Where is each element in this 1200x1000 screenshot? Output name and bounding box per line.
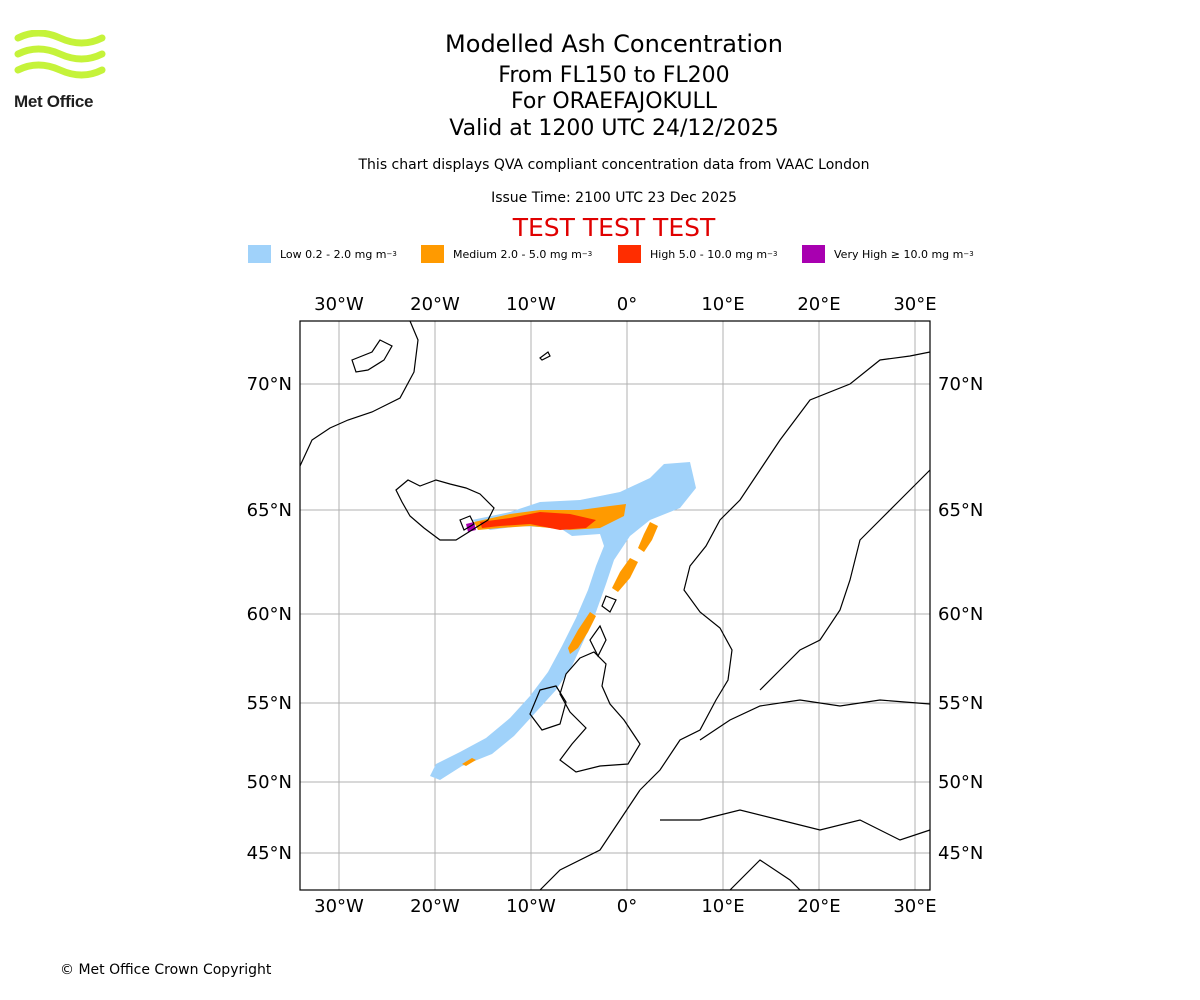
bottom-lon-label: 20°E (797, 896, 840, 917)
met-office-logo: Met Office (14, 30, 109, 112)
legend-item-very-high: Very High ≥ 10.0 mg m −3 (802, 244, 974, 264)
ash-medium-patch-1 (638, 522, 658, 552)
right-lat-label: 65°N (938, 500, 983, 521)
bottom-lon-label: 10°W (506, 896, 556, 917)
valid-time: Valid at 1200 UTC 24/12/2025 (449, 116, 779, 141)
ash-medium-patch-4 (462, 758, 476, 766)
ireland-coast (529, 685, 567, 731)
copyright-notice: © Met Office Crown Copyright (60, 962, 272, 978)
met-office-wave-icon (14, 30, 106, 79)
great-britain-coast (559, 651, 641, 773)
test-banner: TEST TEST TEST (512, 213, 716, 242)
ash-medium-patch-2 (612, 558, 638, 592)
logo-text: Met Office (14, 92, 94, 111)
top-lon-label: 20°E (797, 294, 840, 315)
baltic-coast (759, 469, 931, 691)
shetland (601, 595, 617, 613)
top-lon-label: 30°W (314, 294, 364, 315)
left-lat-label: 50°N (247, 772, 292, 793)
legend-swatch-low (248, 245, 271, 263)
central-europe-borders (660, 809, 931, 841)
legend-label-medium: Medium 2.0 - 5.0 mg m (453, 247, 582, 261)
top-lon-label: 10°E (701, 294, 744, 315)
bottom-lon-label: 30°E (893, 896, 936, 917)
top-lon-labels: 30°W 20°W 10°W 0° 10°E 20°E 30°E (314, 294, 936, 315)
legend-swatch-very-high (802, 245, 825, 263)
germany-poland-border (699, 699, 931, 741)
graticule (300, 321, 930, 890)
left-lat-label: 65°N (247, 500, 292, 521)
left-lat-label: 70°N (247, 374, 292, 395)
continental-coast-north (639, 351, 931, 791)
legend-item-low: Low 0.2 - 2.0 mg m −3 (248, 244, 397, 264)
flight-level-range: From FL150 to FL200 (498, 63, 730, 88)
bottom-lon-labels: 30°W 20°W 10°W 0° 10°E 20°E 30°E (314, 896, 936, 917)
volcano-marker-outline (459, 515, 475, 531)
biscay-coast (539, 789, 641, 891)
top-lon-label: 0° (617, 294, 637, 315)
legend-label-very-high: Very High ≥ 10.0 mg m (834, 247, 964, 261)
ash-high-region (480, 512, 596, 530)
adriatic-coast (729, 859, 801, 891)
bottom-lon-label: 10°E (701, 896, 744, 917)
volcano-name: For ORAEFAJOKULL (511, 89, 717, 114)
right-lat-label: 45°N (938, 843, 983, 864)
legend-exponent: −3 (963, 250, 974, 258)
map-frame (299, 320, 931, 891)
top-lon-label: 20°W (410, 294, 460, 315)
ash-medium-patch-3 (568, 612, 596, 654)
greenland-island (351, 339, 393, 373)
right-lat-label: 55°N (938, 693, 983, 714)
issue-time: Issue Time: 2100 UTC 23 Dec 2025 (491, 190, 737, 206)
legend-label-low: Low 0.2 - 2.0 mg m (280, 247, 387, 261)
left-lat-label: 60°N (247, 604, 292, 625)
left-lat-label: 55°N (247, 693, 292, 714)
left-lat-labels: 70°N 65°N 60°N 55°N 50°N 45°N (247, 374, 292, 864)
bottom-lon-label: 20°W (410, 896, 460, 917)
legend-exponent: −3 (386, 250, 397, 258)
legend-exponent: −3 (767, 250, 778, 258)
chart-title: Modelled Ash Concentration (445, 30, 783, 58)
bottom-lon-label: 0° (617, 896, 637, 917)
left-lat-label: 45°N (247, 843, 292, 864)
ash-map: 30°W 20°W 10°W 0° 10°E 20°E 30°E 30°W 20… (247, 294, 984, 917)
greenland-coast (299, 320, 419, 467)
legend-swatch-medium (421, 245, 444, 263)
iceland-coast (395, 479, 495, 541)
legend-label-high: High 5.0 - 10.0 mg m (650, 247, 768, 261)
coastlines (299, 320, 931, 891)
jan-mayen (539, 351, 551, 361)
legend-exponent: −3 (581, 250, 593, 258)
right-lat-labels: 70°N 65°N 60°N 55°N 50°N 45°N (938, 374, 983, 864)
right-lat-label: 50°N (938, 772, 983, 793)
right-lat-label: 60°N (938, 604, 983, 625)
top-lon-label: 10°W (506, 294, 556, 315)
legend-swatch-high (618, 245, 641, 263)
right-lat-label: 70°N (938, 374, 983, 395)
bottom-lon-label: 30°W (314, 896, 364, 917)
top-lon-label: 30°E (893, 294, 936, 315)
ash-high-band (480, 512, 596, 530)
orkney-coast (589, 624, 607, 658)
legend-item-high: High 5.0 - 10.0 mg m −3 (618, 244, 777, 264)
qva-note: This chart displays QVA compliant concen… (358, 157, 870, 173)
legend-item-medium: Medium 2.0 - 5.0 mg m −3 (421, 244, 592, 264)
